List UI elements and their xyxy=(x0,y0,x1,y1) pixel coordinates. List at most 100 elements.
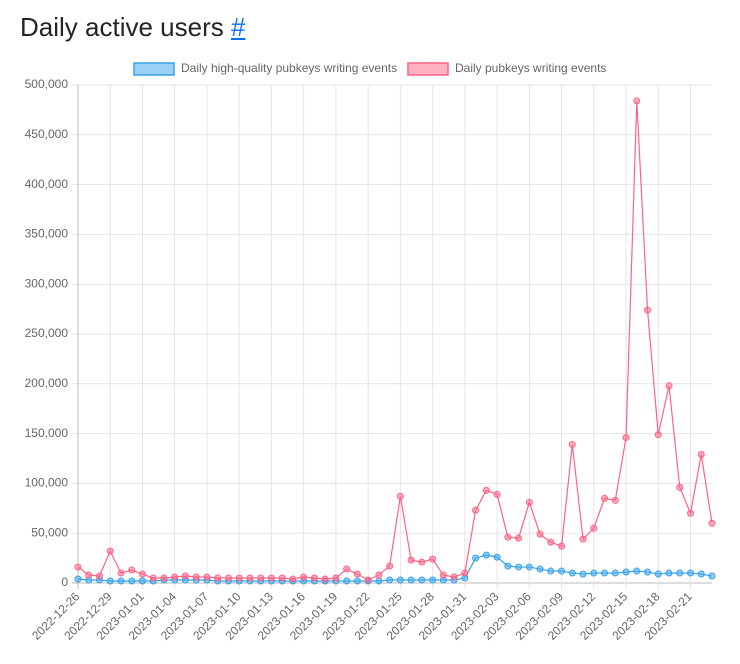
data-point xyxy=(429,576,437,584)
data-point xyxy=(633,97,641,105)
data-point xyxy=(665,569,673,577)
legend-label: Daily pubkeys writing events xyxy=(455,61,606,75)
heading-text: Daily active users xyxy=(20,12,224,42)
y-tick-label: 400,000 xyxy=(25,177,69,191)
legend-swatch xyxy=(133,62,175,76)
y-tick-label: 50,000 xyxy=(31,525,68,539)
data-point xyxy=(676,569,684,577)
data-point xyxy=(450,573,458,581)
y-tick-label: 450,000 xyxy=(25,127,69,141)
data-point xyxy=(396,576,404,584)
data-point xyxy=(128,577,136,585)
data-point xyxy=(95,572,103,580)
data-point xyxy=(278,574,286,582)
data-point xyxy=(407,576,415,584)
data-point xyxy=(257,574,265,582)
data-point xyxy=(472,554,480,562)
data-point xyxy=(224,574,232,582)
data-point xyxy=(547,538,555,546)
data-point xyxy=(310,574,318,582)
heading-link[interactable]: # xyxy=(230,12,246,42)
data-point xyxy=(493,490,501,498)
data-point xyxy=(289,575,297,583)
data-point xyxy=(622,568,630,576)
data-point xyxy=(579,535,587,543)
data-point xyxy=(611,496,619,504)
data-point xyxy=(343,565,351,573)
data-point xyxy=(708,519,716,527)
data-point xyxy=(601,569,609,577)
data-point xyxy=(687,509,695,517)
data-point xyxy=(106,547,114,555)
data-point xyxy=(117,577,125,585)
data-point xyxy=(654,431,662,439)
data-point xyxy=(138,577,146,585)
data-point xyxy=(515,563,523,571)
data-point xyxy=(482,486,490,494)
data-point xyxy=(364,576,372,584)
data-point xyxy=(644,568,652,576)
data-point xyxy=(106,577,114,585)
data-point xyxy=(181,572,189,580)
series-line xyxy=(77,100,713,581)
data-point xyxy=(515,534,523,542)
data-point xyxy=(708,572,716,580)
data-point xyxy=(687,569,695,577)
data-point xyxy=(568,441,576,449)
legend-label: Daily high-quality pubkeys writing event… xyxy=(181,61,397,75)
data-point xyxy=(504,562,512,570)
data-point xyxy=(74,563,82,571)
data-point xyxy=(117,569,125,577)
data-point xyxy=(214,574,222,582)
data-point xyxy=(633,567,641,575)
y-tick-label: 200,000 xyxy=(25,376,69,390)
data-point xyxy=(590,569,598,577)
data-point xyxy=(418,576,426,584)
data-point xyxy=(665,382,673,390)
data-point xyxy=(203,573,211,581)
data-point xyxy=(547,567,555,575)
data-point xyxy=(235,574,243,582)
data-point xyxy=(568,569,576,577)
data-point xyxy=(407,556,415,564)
y-tick-label: 500,000 xyxy=(25,77,69,91)
data-point xyxy=(343,577,351,585)
data-point xyxy=(461,569,469,577)
data-point xyxy=(353,577,361,585)
data-point xyxy=(644,306,652,314)
data-point xyxy=(676,483,684,491)
data-point xyxy=(654,570,662,578)
data-point xyxy=(697,451,705,459)
data-point xyxy=(493,553,501,561)
data-point xyxy=(536,530,544,538)
data-point xyxy=(192,573,200,581)
data-point xyxy=(375,577,383,585)
y-tick-label: 100,000 xyxy=(25,476,69,490)
data-point xyxy=(396,492,404,500)
data-point xyxy=(536,565,544,573)
data-point xyxy=(611,569,619,577)
data-point xyxy=(579,570,587,578)
y-tick-label: 250,000 xyxy=(25,326,69,340)
data-point xyxy=(504,533,512,541)
data-point xyxy=(558,542,566,550)
data-point xyxy=(332,574,340,582)
data-point xyxy=(138,570,146,578)
data-point xyxy=(128,566,136,574)
data-point xyxy=(418,558,426,566)
data-point xyxy=(386,576,394,584)
y-tick-label: 150,000 xyxy=(25,426,69,440)
y-tick-label: 350,000 xyxy=(25,227,69,241)
data-point xyxy=(472,506,480,514)
data-point xyxy=(590,524,598,532)
data-point xyxy=(267,574,275,582)
data-point xyxy=(525,563,533,571)
y-tick-label: 0 xyxy=(61,575,68,589)
data-point xyxy=(353,570,361,578)
data-point xyxy=(300,573,308,581)
heading: Daily active users # xyxy=(20,12,245,43)
data-point xyxy=(171,573,179,581)
data-point xyxy=(74,575,82,583)
